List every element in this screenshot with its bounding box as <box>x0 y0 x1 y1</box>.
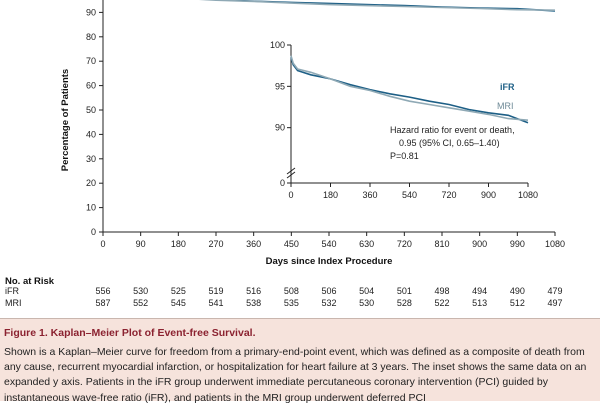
risk-cell: 512 <box>509 298 525 308</box>
risk-cell: 535 <box>283 298 299 308</box>
inset-series-mri <box>290 55 529 121</box>
inset-legend-mri: MRI <box>497 101 514 111</box>
risk-row-label-mri: MRI <box>5 298 22 308</box>
main-axes: 0 90 180 270 360 450 540 630 720 810 900 990 1080010… <box>86 0 565 249</box>
risk-cell: 541 <box>208 298 224 308</box>
main-y-axis-title: Percentage of Patients <box>60 69 71 171</box>
main-y-tick-label: 10 <box>86 203 96 213</box>
inset-x-tick-label: 1080 <box>518 190 538 200</box>
main-x-tick-label: 0 <box>100 239 105 249</box>
main-x-tick-label: 90 <box>136 239 146 249</box>
hazard-ratio-line-1: Hazard ratio for event or death, <box>390 125 515 135</box>
main-x-tick-label: 540 <box>321 239 336 249</box>
main-series-group <box>198 0 556 12</box>
risk-cell: 530 <box>359 298 375 308</box>
risk-cell: 519 <box>208 286 224 296</box>
inset-axes: 0 180 360 540 720 900 1080 0 90 95 100 <box>250 38 550 216</box>
risk-cell: 556 <box>95 286 111 296</box>
kaplan-meier-chart: 0 90 180 270 360 450 540 630 720 810 900 990 1080010… <box>60 0 565 267</box>
main-x-tick-label: 450 <box>284 239 299 249</box>
main-x-tick-label: 180 <box>171 239 186 249</box>
inset-x-tick-label: 720 <box>441 190 456 200</box>
risk-cell: 513 <box>472 298 488 308</box>
inset-x-tick-label: 900 <box>481 190 496 200</box>
risk-row-label-ifr: iFR <box>5 286 19 296</box>
inset-axis-break <box>286 171 296 179</box>
risk-cell: 498 <box>434 286 450 296</box>
main-x-tick-label: 900 <box>472 239 487 249</box>
main-x-axis-title: Days since Index Procedure <box>266 256 393 267</box>
risk-cell: 532 <box>321 298 337 308</box>
risk-cell: 538 <box>246 298 262 308</box>
main-y-tick-label: 60 <box>86 81 96 91</box>
inset-series-ifr <box>290 57 529 124</box>
inset-x-tick-label: 0 <box>288 190 293 200</box>
inset-chart: 0 180 360 540 720 900 1080 0 90 95 100 iFR MRI Haz… <box>250 38 550 216</box>
main-y-tick-label: 30 <box>86 154 96 164</box>
main-x-tick-label: 360 <box>246 239 261 249</box>
risk-cell: 530 <box>133 286 149 296</box>
hazard-ratio-line-2: 0.95 (95% CI, 0.65–1.40) <box>399 138 500 148</box>
inset-y-tick-label: 90 <box>275 123 285 133</box>
risk-cell: 508 <box>283 286 299 296</box>
inset-y-tick-label: 0 <box>280 178 285 188</box>
inset-y-tick-label: 100 <box>270 40 285 50</box>
risk-cell: 501 <box>396 286 412 296</box>
main-y-tick-label: 50 <box>86 105 96 115</box>
main-y-tick-label: 70 <box>86 56 96 66</box>
risk-cell: 506 <box>321 286 337 296</box>
risk-cell: 494 <box>472 286 488 296</box>
main-x-tick-label: 270 <box>208 239 223 249</box>
risk-cell: 525 <box>170 286 186 296</box>
risk-cell: 587 <box>95 298 111 308</box>
main-x-tick-label: 1080 <box>545 239 565 249</box>
risk-cell: 490 <box>509 286 525 296</box>
inset-x-tick-label: 540 <box>402 190 417 200</box>
risk-table-title: No. at Risk <box>5 276 55 287</box>
main-x-tick-label: 990 <box>510 239 525 249</box>
inset-background <box>250 38 550 216</box>
hazard-ratio-line-3: P=0.81 <box>390 151 419 161</box>
figure-caption: Figure 1. Kaplan–Meier Plot of Event-fre… <box>0 318 600 404</box>
risk-cell: 522 <box>434 298 450 308</box>
main-y-tick-label: 40 <box>86 129 96 139</box>
risk-cell: 528 <box>396 298 412 308</box>
inset-x-tick-label: 180 <box>323 190 338 200</box>
risk-cell: 479 <box>547 286 563 296</box>
risk-cell: 516 <box>246 286 262 296</box>
main-x-tick-label: 810 <box>434 239 449 249</box>
inset-y-tick-label: 95 <box>275 81 285 91</box>
main-x-tick-label: 720 <box>397 239 412 249</box>
main-series-mri <box>198 0 556 11</box>
main-y-tick-label: 80 <box>86 32 96 42</box>
caption-title: Figure 1. Kaplan–Meier Plot of Event-fre… <box>4 327 256 339</box>
caption-text: Shown is a Kaplan–Meier curve for freedo… <box>4 346 587 404</box>
main-y-tick-label: 90 <box>86 7 96 17</box>
risk-cell: 497 <box>547 298 563 308</box>
inset-x-tick-label: 360 <box>362 190 377 200</box>
main-y-tick-label: 20 <box>86 178 96 188</box>
risk-cell: 552 <box>133 298 149 308</box>
inset-legend-ifr: iFR <box>500 82 515 92</box>
main-x-tick-label: 630 <box>359 239 374 249</box>
main-y-tick-label: 0 <box>91 227 96 237</box>
risk-cell: 545 <box>170 298 186 308</box>
inset-series-group <box>290 55 529 124</box>
inset-axis-break <box>286 167 296 175</box>
risk-cell: 504 <box>359 286 375 296</box>
